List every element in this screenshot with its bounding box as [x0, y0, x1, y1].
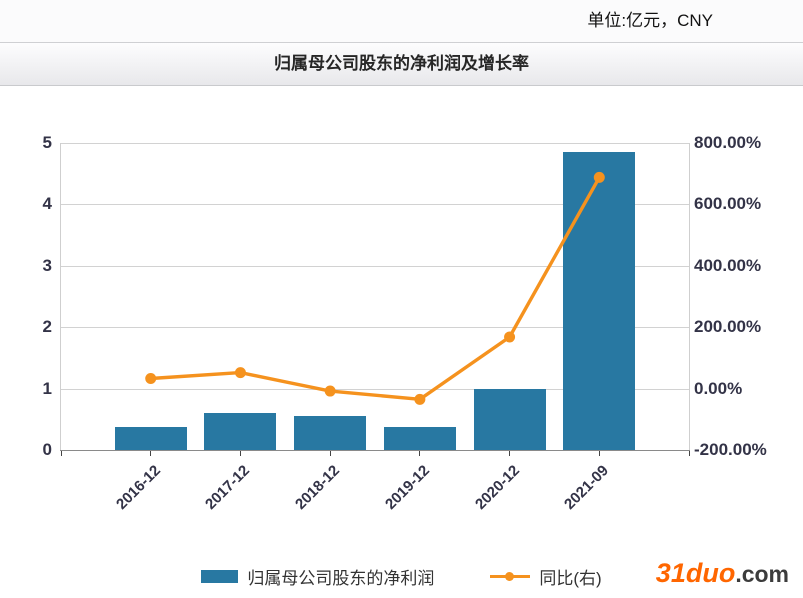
chart-region: 5 4 3 2 1 0 800.00% 600.00% 400.00% 200.00% 0.00%…	[0, 86, 803, 598]
watermark: 31duo.com	[656, 558, 789, 589]
watermark-brand: 31duo	[655, 558, 736, 588]
left-axis-tick-label: 5	[42, 133, 52, 152]
legend: 归属母公司股东的净利润 同比(右)	[0, 563, 803, 589]
bar-2017-12	[204, 413, 277, 450]
right-axis-tick-label: 800.00%	[694, 133, 762, 152]
x-axis-label-2021-09: 2021-09	[561, 462, 613, 513]
axis-tick	[509, 451, 511, 456]
x-axis-line	[60, 450, 690, 451]
bar-2021-09	[563, 152, 636, 450]
x-axis-label-2020-12: 2020-12	[471, 462, 523, 513]
gridline	[61, 204, 689, 206]
legend-label-netprofit: 归属母公司股东的净利润	[247, 568, 435, 588]
plot-area	[60, 143, 690, 456]
axis-tick	[329, 451, 331, 456]
line-data-point	[414, 393, 426, 405]
left-axis-tick-label: 3	[42, 255, 52, 275]
axis-tick	[688, 451, 690, 456]
x-axis-label-2019-12: 2019-12	[381, 462, 433, 513]
left-axis-tick-label: 1	[42, 378, 52, 398]
line-data-point	[504, 331, 516, 343]
unit-label: 单位:亿元，CNY	[587, 11, 713, 30]
right-axis-tick-label: -200.00%	[694, 440, 767, 459]
x-axis-label-2016-12: 2016-12	[112, 462, 164, 513]
title-bar: 归属母公司股东的净利润及增长率	[0, 43, 803, 86]
axis-tick	[598, 451, 600, 456]
page-title: 归属母公司股东的净利润及增长率	[274, 54, 529, 73]
line-data-point	[324, 385, 336, 397]
axis-tick	[419, 451, 421, 456]
unit-bar: 单位:亿元，CNY	[0, 0, 803, 43]
line-data-point	[145, 372, 157, 384]
axis-tick	[60, 451, 62, 456]
right-axis-tick-label: 600.00%	[694, 194, 762, 214]
line-series-marker-icon	[490, 571, 531, 582]
watermark-suffix: .com	[735, 561, 789, 587]
x-axis-label-2018-12: 2018-12	[292, 462, 344, 513]
bar-2018-12	[294, 416, 367, 450]
axis-tick	[239, 451, 241, 456]
axis-tick	[150, 451, 152, 456]
bar-series-swatch-icon	[201, 569, 239, 583]
gridline	[61, 327, 689, 329]
right-axis-tick-label: 400.00%	[694, 255, 762, 275]
gridline	[61, 388, 689, 390]
gridline	[61, 265, 689, 267]
yoy-line-series	[145, 171, 605, 405]
bar-2016-12	[114, 426, 187, 450]
bar-2019-12	[383, 426, 456, 450]
left-axis-tick-label: 2	[42, 317, 52, 337]
line-data-point	[234, 367, 246, 379]
x-axis-label-2017-12: 2017-12	[202, 462, 254, 513]
right-axis-tick-label: 200.00%	[694, 317, 762, 337]
legend-item-yoy: 同比(右)	[490, 564, 602, 589]
bar-2020-12	[473, 388, 546, 450]
legend-item-netprofit: 归属母公司股东的净利润	[201, 564, 434, 589]
gridline	[61, 143, 689, 144]
left-axis-tick-label: 4	[42, 194, 52, 214]
left-axis-tick-label: 0	[42, 440, 52, 459]
legend-label-yoy: 同比(右)	[539, 568, 602, 588]
line-data-point	[593, 171, 605, 183]
right-axis-tick-label: 0.00%	[694, 378, 743, 398]
